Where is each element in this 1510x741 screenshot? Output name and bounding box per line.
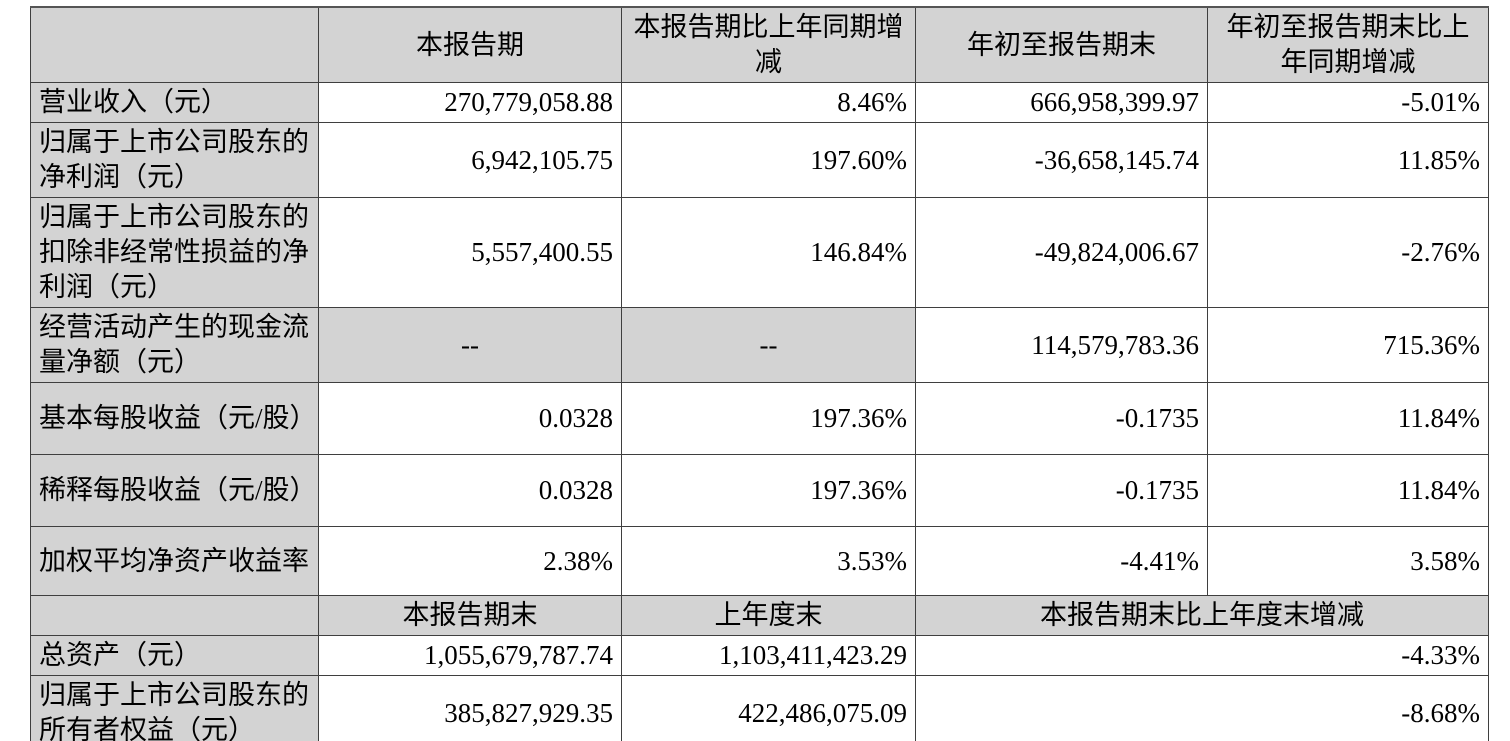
metric-label: 归属于上市公司股东的净利润（元） bbox=[30, 122, 319, 198]
value-current-yoy: 197.60% bbox=[621, 122, 916, 198]
value-current: 6,942,105.75 bbox=[318, 122, 622, 198]
value-current: 2.38% bbox=[318, 526, 622, 596]
value-eop-change: -4.33% bbox=[915, 635, 1489, 676]
value-current: 0.0328 bbox=[318, 382, 622, 455]
header-prior-year-end: 上年度末 bbox=[621, 595, 916, 636]
header-metric-eop bbox=[30, 595, 319, 636]
value-ytd-yoy: 715.36% bbox=[1207, 307, 1489, 383]
value-current-yoy: 146.84% bbox=[621, 197, 916, 308]
table-row-revenue: 营业收入（元） 270,779,058.88 8.46% 666,958,399… bbox=[30, 82, 1489, 123]
value-ytd: -36,658,145.74 bbox=[915, 122, 1208, 198]
value-ytd-yoy: -5.01% bbox=[1207, 82, 1489, 123]
value-current: 0.0328 bbox=[318, 454, 622, 527]
header-metric bbox=[30, 6, 319, 83]
value-current-eop: 1,055,679,787.74 bbox=[318, 635, 622, 676]
value-ytd: -49,824,006.67 bbox=[915, 197, 1208, 308]
value-eop-change: -8.68% bbox=[915, 675, 1489, 741]
table-row-weighted-avg-roe: 加权平均净资产收益率 2.38% 3.53% -4.41% 3.58% bbox=[30, 526, 1489, 596]
value-current-na: -- bbox=[318, 307, 622, 383]
header-current-period: 本报告期 bbox=[318, 6, 622, 83]
metric-label: 稀释每股收益（元/股） bbox=[30, 454, 319, 527]
header-ytd: 年初至报告期末 bbox=[915, 6, 1208, 83]
value-ytd: 666,958,399.97 bbox=[915, 82, 1208, 123]
metric-label: 加权平均净资产收益率 bbox=[30, 526, 319, 596]
metric-label: 经营活动产生的现金流量净额（元） bbox=[30, 307, 319, 383]
value-current-yoy: 197.36% bbox=[621, 382, 916, 455]
value-ytd-yoy: 11.84% bbox=[1207, 454, 1489, 527]
value-ytd: -0.1735 bbox=[915, 382, 1208, 455]
header-ytd-yoy: 年初至报告期末比上年同期增减 bbox=[1207, 6, 1489, 83]
value-current-yoy: 197.36% bbox=[621, 454, 916, 527]
header-current-period-yoy: 本报告期比上年同期增减 bbox=[621, 6, 916, 83]
value-ytd-yoy: 11.85% bbox=[1207, 122, 1489, 198]
metric-label: 总资产（元） bbox=[30, 635, 319, 676]
table-row-diluted-eps: 稀释每股收益（元/股） 0.0328 197.36% -0.1735 11.84… bbox=[30, 454, 1489, 527]
value-ytd-yoy: 11.84% bbox=[1207, 382, 1489, 455]
metric-label: 基本每股收益（元/股） bbox=[30, 382, 319, 455]
table-row-net-profit: 归属于上市公司股东的净利润（元） 6,942,105.75 197.60% -3… bbox=[30, 122, 1489, 198]
eop-header-row: 本报告期末 上年度末 本报告期末比上年度末增减 bbox=[30, 595, 1489, 636]
value-ytd-yoy: -2.76% bbox=[1207, 197, 1489, 308]
value-ytd: -0.1735 bbox=[915, 454, 1208, 527]
value-current: 5,557,400.55 bbox=[318, 197, 622, 308]
metric-label: 营业收入（元） bbox=[30, 82, 319, 123]
value-ytd: 114,579,783.36 bbox=[915, 307, 1208, 383]
value-current-yoy-na: -- bbox=[621, 307, 916, 383]
value-ytd: -4.41% bbox=[915, 526, 1208, 596]
table-row-net-profit-excl-nonrecurring: 归属于上市公司股东的扣除非经常性损益的净利润（元） 5,557,400.55 1… bbox=[30, 197, 1489, 308]
metric-label: 归属于上市公司股东的扣除非经常性损益的净利润（元） bbox=[30, 197, 319, 308]
table-row-operating-cash-flow: 经营活动产生的现金流量净额（元） -- -- 114,579,783.36 71… bbox=[30, 307, 1489, 383]
value-current-eop: 385,827,929.35 bbox=[318, 675, 622, 741]
period-header-row: 本报告期 本报告期比上年同期增减 年初至报告期末 年初至报告期末比上年同期增减 bbox=[30, 6, 1489, 83]
value-current-yoy: 3.53% bbox=[621, 526, 916, 596]
table-row-basic-eps: 基本每股收益（元/股） 0.0328 197.36% -0.1735 11.84… bbox=[30, 382, 1489, 455]
value-current-yoy: 8.46% bbox=[621, 82, 916, 123]
value-prior-year-end: 422,486,075.09 bbox=[621, 675, 916, 741]
financial-summary-table: 本报告期 本报告期比上年同期增减 年初至报告期末 年初至报告期末比上年同期增减 … bbox=[30, 6, 1489, 741]
header-current-eop: 本报告期末 bbox=[318, 595, 622, 636]
table-row-equity: 归属于上市公司股东的所有者权益（元） 385,827,929.35 422,48… bbox=[30, 675, 1489, 741]
value-current: 270,779,058.88 bbox=[318, 82, 622, 123]
value-ytd-yoy: 3.58% bbox=[1207, 526, 1489, 596]
table-row-total-assets: 总资产（元） 1,055,679,787.74 1,103,411,423.29… bbox=[30, 635, 1489, 676]
header-eop-change: 本报告期末比上年度末增减 bbox=[915, 595, 1489, 636]
value-prior-year-end: 1,103,411,423.29 bbox=[621, 635, 916, 676]
metric-label: 归属于上市公司股东的所有者权益（元） bbox=[30, 675, 319, 741]
